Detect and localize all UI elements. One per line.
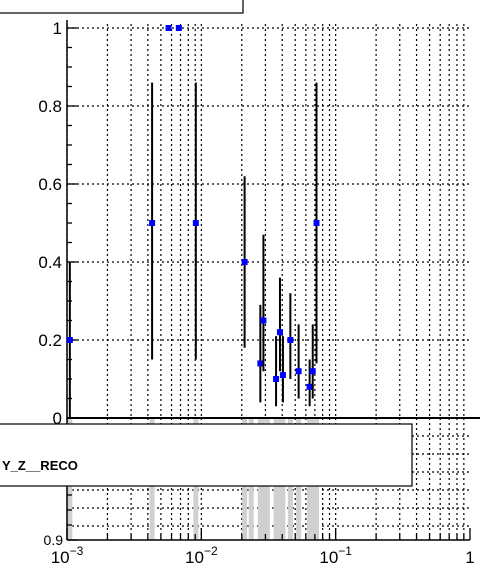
data-point bbox=[309, 368, 316, 375]
data-point bbox=[273, 376, 280, 382]
data-point bbox=[306, 383, 313, 390]
data-point bbox=[175, 25, 182, 31]
data-point bbox=[149, 220, 156, 226]
data-point bbox=[241, 259, 248, 265]
data-point bbox=[192, 220, 199, 226]
y-tick-label: 0.4 bbox=[38, 253, 62, 272]
top-legend-box bbox=[0, 0, 244, 14]
data-point bbox=[313, 220, 320, 226]
y-tick-label: 0 bbox=[53, 409, 62, 428]
y-tick-label: 1 bbox=[53, 19, 62, 38]
x-tick-label: 10−2 bbox=[185, 544, 218, 567]
legend-entry-label: Y_Z__RECO bbox=[2, 458, 78, 473]
y-tick-label: 0.2 bbox=[38, 331, 62, 350]
lower-y-tick-label: 0.9 bbox=[44, 532, 64, 548]
upper-plot-area: 0 0.2 0.4 0.6 0.8 1 bbox=[38, 19, 480, 428]
data-point bbox=[165, 25, 172, 31]
data-point bbox=[287, 337, 294, 343]
x-tick-label: 10−1 bbox=[319, 544, 352, 567]
x-tick-label: 1 bbox=[465, 548, 474, 567]
y-tick-label: 0.8 bbox=[38, 97, 62, 116]
data-point bbox=[257, 360, 264, 367]
y-tick-label: 0.6 bbox=[38, 175, 62, 194]
data-point bbox=[276, 329, 283, 336]
data-point bbox=[279, 372, 286, 379]
legend: Y_Z__RECO bbox=[0, 423, 413, 487]
data-point bbox=[66, 337, 73, 343]
data-point bbox=[295, 368, 302, 375]
x-tick-label: 10−3 bbox=[51, 544, 84, 567]
legend-box bbox=[0, 423, 413, 487]
data-point bbox=[260, 317, 267, 324]
